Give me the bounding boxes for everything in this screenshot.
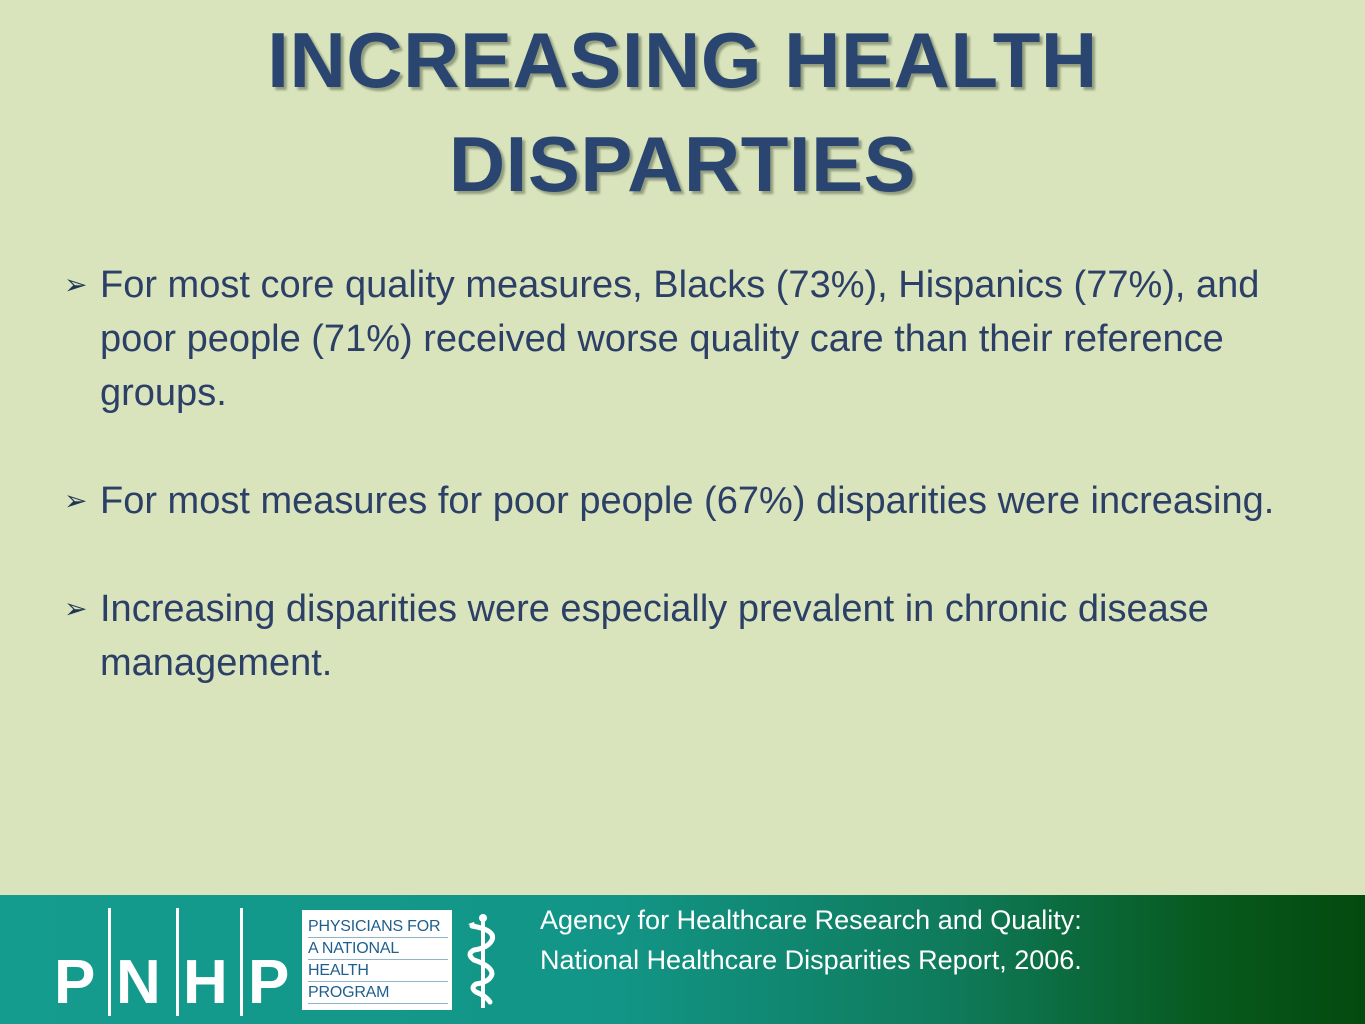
org-name-line-1: PHYSICIANS FOR — [308, 916, 448, 938]
org-name-line-4: PROGRAM — [308, 982, 448, 1004]
citation: Agency for Healthcare Research and Quali… — [540, 900, 1340, 980]
citation-line-2: National Healthcare Disparities Report, … — [540, 945, 1082, 975]
slide-title-line-1: INCREASING HEALTH — [267, 16, 1098, 104]
bullet-text-2: For most measures for poor people (67%) … — [100, 480, 1275, 522]
bullet-list: ➢ For most core quality measures, Blacks… — [64, 258, 1314, 744]
bullet-text-3: Increasing disparities were especially p… — [100, 588, 1209, 684]
org-name-line-2: A NATIONAL — [308, 938, 448, 960]
arrow-bullet-icon: ➢ — [64, 593, 88, 624]
bullet-item-2: ➢ For most measures for poor people (67%… — [64, 474, 1314, 528]
logo-divider — [240, 908, 243, 1016]
arrow-bullet-icon: ➢ — [64, 269, 88, 300]
arrow-bullet-icon: ➢ — [64, 485, 88, 516]
footer-band — [0, 895, 1365, 1024]
caduceus-icon — [467, 914, 496, 1008]
pnhp-logo: P N H P — [52, 908, 302, 1016]
logo-letter-h: H — [183, 948, 228, 1017]
organization-name-box: PHYSICIANS FOR A NATIONAL HEALTH PROGRAM — [302, 910, 452, 1010]
logo-letter-p2: P — [248, 948, 290, 1017]
slide-title-line-2: DISPARTIES — [448, 120, 917, 208]
org-name-line-3: HEALTH — [308, 960, 448, 982]
bullet-item-3: ➢ Increasing disparities were especially… — [64, 582, 1314, 690]
logo-divider — [176, 908, 179, 1016]
slide-title: INCREASING HEALTH DISPARTIES — [0, 8, 1365, 216]
bullet-text-1: For most core quality measures, Blacks (… — [100, 264, 1260, 414]
logo-letter-p: P — [54, 948, 96, 1017]
bullet-item-1: ➢ For most core quality measures, Blacks… — [64, 258, 1314, 420]
logo-letter-n: N — [116, 948, 161, 1017]
citation-line-1: Agency for Healthcare Research and Quali… — [540, 905, 1082, 935]
logo-divider — [108, 908, 111, 1016]
